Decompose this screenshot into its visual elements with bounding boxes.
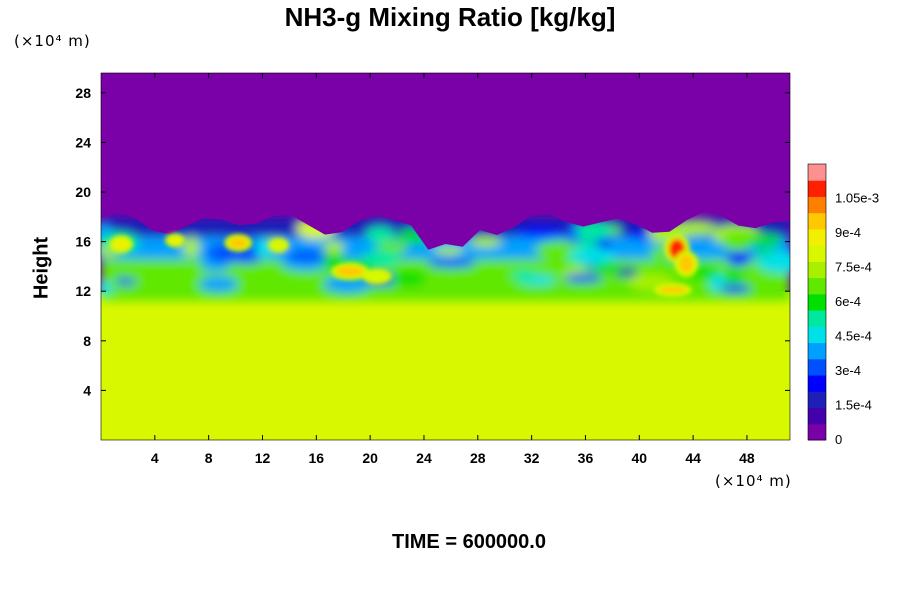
y-tick-label: 16 <box>75 234 91 250</box>
mixed-layer-patch <box>591 262 623 274</box>
x-tick-label: 4 <box>151 450 159 466</box>
hot-spot <box>170 237 181 244</box>
chart-title: NH3-g Mixing Ratio [kg/kg] <box>284 2 616 32</box>
colorbar-tick-label: 3e-4 <box>835 363 861 378</box>
colorbar-swatch <box>808 358 826 376</box>
plot-frame <box>100 72 791 441</box>
hot-spots <box>109 233 699 297</box>
mixed-layer-patch <box>745 233 783 247</box>
colorbar-swatch <box>808 423 826 441</box>
hot-spot <box>658 286 687 293</box>
mixed-layer-patch <box>721 231 754 252</box>
y-axis-unit: (×10⁴ m) <box>14 32 91 50</box>
mixed-layer-patch <box>563 273 603 283</box>
x-axis-ticks: 4 8 12 16 20 24 28 32 36 40 44 48 <box>151 73 755 466</box>
x-axis-unit: (×10⁴ m) <box>715 472 792 490</box>
mixed-layer-patch <box>182 236 200 258</box>
mixed-layer-patch <box>468 236 502 248</box>
mixed-layer-patch <box>101 282 114 295</box>
x-tick-label: 48 <box>739 450 755 466</box>
mixed-layer-patch <box>363 249 400 268</box>
colorbar-swatch <box>808 310 826 327</box>
colorbar-swatch <box>808 261 826 279</box>
colorbar-tick-label: 1.05e-3 <box>835 191 879 206</box>
colorbar-tick-label: 9e-4 <box>835 225 861 240</box>
mixed-layer-patch <box>575 239 595 249</box>
x-tick-label: 40 <box>631 450 647 466</box>
mixed-layer-patch <box>365 226 395 244</box>
colorbar-tick-label: 6e-4 <box>835 294 861 309</box>
colorbar-swatch <box>808 180 826 197</box>
y-tick-label: 8 <box>83 333 91 349</box>
hot-spot <box>229 237 248 248</box>
mixed-layer-patch <box>391 270 427 287</box>
x-tick-label: 16 <box>309 450 325 466</box>
y-tick-label: 4 <box>83 382 91 398</box>
colorbar-tick-label: 4.5e-4 <box>835 329 872 344</box>
y-axis-ticks: 4 8 12 16 20 24 28 <box>75 85 790 398</box>
mixed-layer-patch <box>515 227 565 239</box>
colorbar-swatch <box>808 407 826 425</box>
colorbar-swatch <box>808 326 826 344</box>
colorbar-tick-label: 0 <box>835 432 842 447</box>
mixed-layer-patch <box>254 239 273 259</box>
colorbar-frame <box>807 163 827 441</box>
mixed-layer-patch <box>117 269 169 280</box>
y-tick-label: 20 <box>75 184 91 200</box>
mixed-layer-patch <box>285 249 328 262</box>
colorbar-swatch <box>808 196 826 214</box>
hot-spot <box>335 266 364 277</box>
colorbar-tick-label: 1.5e-4 <box>835 398 872 413</box>
mixed-layer-patch <box>567 248 615 265</box>
colorbar: 0 1.5e-4 3e-4 4.5e-4 6e-4 7.5e-4 9e-4 1.05e-3 <box>807 163 879 447</box>
y-tick-label: 28 <box>75 85 91 101</box>
colorbar-swatch <box>808 164 826 181</box>
time-label: TIME = 600000.0 <box>392 531 546 553</box>
y-tick-label: 12 <box>75 283 91 299</box>
upper-boundary <box>101 73 790 250</box>
x-tick-label: 32 <box>524 450 540 466</box>
hot-spot <box>366 272 387 281</box>
x-tick-label: 12 <box>255 450 271 466</box>
y-tick-label: 24 <box>75 134 91 150</box>
colorbar-swatch <box>808 375 826 392</box>
mixed-layer-patch <box>723 269 745 285</box>
mixed-layer-patch <box>323 241 344 254</box>
mixed-layer-patch <box>323 274 372 293</box>
hot-spot <box>273 242 284 249</box>
colorbar-swatch <box>808 245 826 262</box>
mixed-layer-patch <box>756 251 790 273</box>
colorbar-tick-label: 7.5e-4 <box>835 260 872 275</box>
x-tick-label: 36 <box>578 450 594 466</box>
x-tick-label: 24 <box>416 450 432 466</box>
colorbar-swatch <box>808 342 826 360</box>
hot-spot <box>679 254 694 273</box>
mixed-layer-patch <box>198 276 239 292</box>
colorbar-swatch <box>808 228 826 246</box>
lower-layer-field <box>101 291 790 440</box>
mixed-layer-patch <box>720 284 751 293</box>
x-tick-label: 44 <box>685 450 701 466</box>
mixed-layer-patch <box>427 258 476 268</box>
mixed-layer-patch <box>511 269 537 281</box>
hot-spot <box>114 239 129 250</box>
x-tick-label: 28 <box>470 450 486 466</box>
colorbar-swatch <box>808 277 826 295</box>
colorbar-swatch <box>808 293 826 311</box>
colorbar-swatch <box>808 212 826 230</box>
colorbar-swatch <box>808 391 826 409</box>
mixed-layer-patch <box>726 249 751 267</box>
x-tick-label: 8 <box>205 450 213 466</box>
x-tick-label: 20 <box>362 450 378 466</box>
plot-area <box>101 73 790 440</box>
